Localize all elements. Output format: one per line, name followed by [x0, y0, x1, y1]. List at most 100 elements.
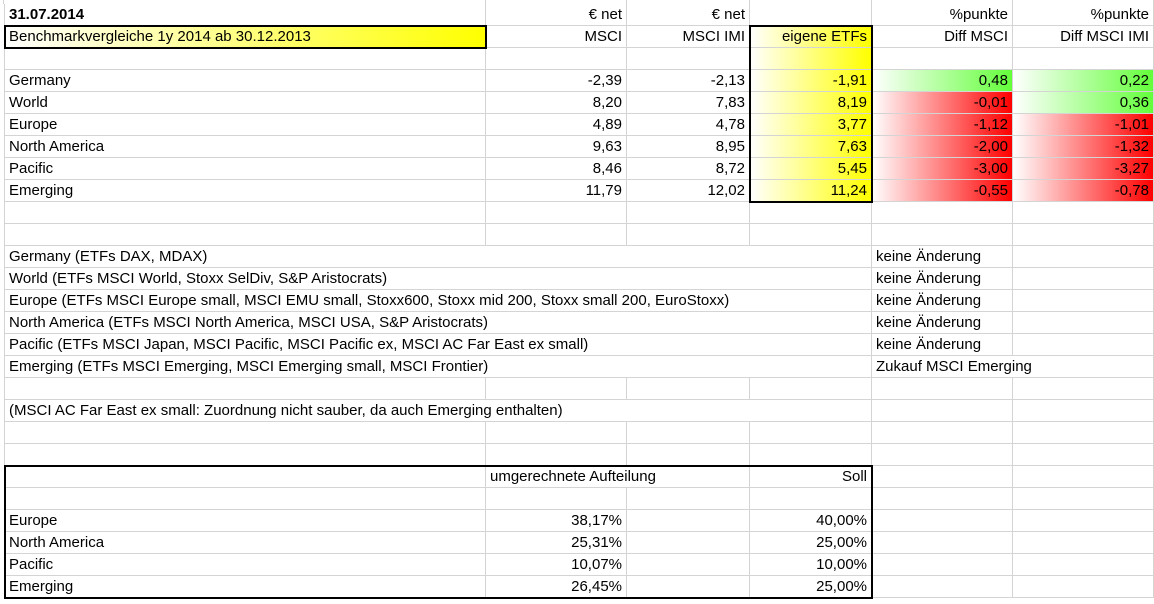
empty-cell[interactable]: [1013, 488, 1154, 510]
empty-cell[interactable]: [486, 488, 627, 510]
empty-cell[interactable]: [627, 422, 750, 444]
empty-cell[interactable]: [750, 488, 872, 510]
empty-cell[interactable]: [750, 444, 872, 466]
empty-cell[interactable]: [627, 488, 750, 510]
empty-cell[interactable]: [627, 532, 750, 554]
region-label[interactable]: Germany: [4, 70, 486, 92]
msci-imi-value[interactable]: 7,83: [627, 92, 750, 114]
footnote[interactable]: (MSCI AC Far East ex small: Zuordnung ni…: [4, 400, 872, 422]
region-label[interactable]: World: [4, 92, 486, 114]
etf-action[interactable]: keine Änderung: [872, 312, 1013, 334]
region-label[interactable]: Emerging: [4, 180, 486, 202]
etf-value[interactable]: 5,45: [750, 158, 872, 180]
empty-cell[interactable]: [872, 202, 1013, 224]
etf-action[interactable]: keine Änderung: [872, 334, 1013, 356]
empty-cell[interactable]: [750, 378, 872, 400]
empty-cell[interactable]: [486, 202, 627, 224]
empty-cell[interactable]: [486, 224, 627, 246]
etf-action[interactable]: keine Änderung: [872, 268, 1013, 290]
msci-value[interactable]: 9,63: [486, 136, 627, 158]
empty-cell[interactable]: [1013, 290, 1154, 312]
etf-action[interactable]: Zukauf MSCI Emerging: [872, 356, 1154, 378]
empty-cell[interactable]: [1013, 48, 1154, 70]
empty-cell[interactable]: [1013, 532, 1154, 554]
msci-imi-value[interactable]: 8,95: [627, 136, 750, 158]
header-eigene-etfs[interactable]: eigene ETFs: [750, 26, 872, 48]
empty-cell[interactable]: [1013, 444, 1154, 466]
target-value[interactable]: 10,00%: [750, 554, 872, 576]
msci-value[interactable]: 8,46: [486, 158, 627, 180]
etf-note[interactable]: North America (ETFs MSCI North America, …: [4, 312, 872, 334]
msci-imi-value[interactable]: 12,02: [627, 180, 750, 202]
empty-cell[interactable]: [4, 422, 486, 444]
empty-cell[interactable]: [872, 510, 1013, 532]
msci-imi-value[interactable]: 4,78: [627, 114, 750, 136]
header-diff-msci-unit[interactable]: %punkte: [872, 4, 1013, 26]
diff-msci-imi-value[interactable]: 0,36: [1013, 92, 1154, 114]
empty-cell[interactable]: [4, 444, 486, 466]
empty-cell[interactable]: [4, 202, 486, 224]
etf-action[interactable]: keine Änderung: [872, 290, 1013, 312]
etf-note[interactable]: Pacific (ETFs MSCI Japan, MSCI Pacific, …: [4, 334, 872, 356]
empty-cell[interactable]: [4, 378, 486, 400]
etf-value[interactable]: 3,77: [750, 114, 872, 136]
empty-cell[interactable]: [486, 422, 627, 444]
converted-value[interactable]: 26,45%: [486, 576, 627, 598]
diff-msci-value[interactable]: -3,00: [872, 158, 1013, 180]
empty-cell[interactable]: [872, 466, 1013, 488]
converted-value[interactable]: 10,07%: [486, 554, 627, 576]
header-imi-unit[interactable]: € net: [627, 4, 750, 26]
header-diff-imi-unit[interactable]: %punkte: [1013, 4, 1154, 26]
diff-msci-imi-value[interactable]: -1,32: [1013, 136, 1154, 158]
etf-value[interactable]: 8,19: [750, 92, 872, 114]
header-diff-msci-imi[interactable]: Diff MSCI IMI: [1013, 26, 1154, 48]
empty-cell[interactable]: [750, 422, 872, 444]
empty-cell[interactable]: [872, 378, 1013, 400]
header-converted[interactable]: umgerechnete Aufteilung: [486, 466, 750, 488]
converted-value[interactable]: 25,31%: [486, 532, 627, 554]
target-value[interactable]: 40,00%: [750, 510, 872, 532]
diff-msci-imi-value[interactable]: 0,22: [1013, 70, 1154, 92]
empty-cell[interactable]: [872, 400, 1013, 422]
header-diff-msci[interactable]: Diff MSCI: [872, 26, 1013, 48]
empty-cell[interactable]: [872, 576, 1013, 598]
msci-imi-value[interactable]: -2,13: [627, 70, 750, 92]
diff-msci-imi-value[interactable]: -1,01: [1013, 114, 1154, 136]
empty-cell[interactable]: [1013, 224, 1154, 246]
etf-spacer[interactable]: [750, 48, 872, 70]
empty-cell[interactable]: [486, 378, 627, 400]
empty-cell[interactable]: [872, 422, 1013, 444]
allocation-region[interactable]: Pacific: [4, 554, 486, 576]
region-label[interactable]: Pacific: [4, 158, 486, 180]
empty-cell[interactable]: [627, 554, 750, 576]
diff-msci-imi-value[interactable]: -0,78: [1013, 180, 1154, 202]
sheet-date[interactable]: 31.07.2014: [4, 4, 486, 26]
empty-cell[interactable]: [4, 48, 486, 70]
empty-cell[interactable]: [627, 510, 750, 532]
empty-cell[interactable]: [4, 224, 486, 246]
empty-cell[interactable]: [486, 48, 627, 70]
empty-cell[interactable]: [627, 576, 750, 598]
empty-cell[interactable]: [1013, 202, 1154, 224]
etf-note[interactable]: Europe (ETFs MSCI Europe small, MSCI EMU…: [4, 290, 872, 312]
etf-note[interactable]: World (ETFs MSCI World, Stoxx SelDiv, S&…: [4, 268, 872, 290]
empty-cell[interactable]: [1013, 554, 1154, 576]
empty-cell[interactable]: [4, 466, 486, 488]
empty-cell[interactable]: [1013, 378, 1154, 400]
diff-msci-value[interactable]: 0,48: [872, 70, 1013, 92]
header-msci-imi[interactable]: MSCI IMI: [627, 26, 750, 48]
etf-note[interactable]: Germany (ETFs DAX, MDAX): [4, 246, 872, 268]
etf-note[interactable]: Emerging (ETFs MSCI Emerging, MSCI Emerg…: [4, 356, 872, 378]
empty-cell[interactable]: [627, 48, 750, 70]
empty-cell[interactable]: [872, 554, 1013, 576]
empty-cell[interactable]: [486, 444, 627, 466]
empty-cell[interactable]: [1013, 576, 1154, 598]
diff-msci-value[interactable]: -0,01: [872, 92, 1013, 114]
empty-cell[interactable]: [1013, 312, 1154, 334]
target-value[interactable]: 25,00%: [750, 532, 872, 554]
empty-cell[interactable]: [872, 48, 1013, 70]
empty-cell[interactable]: [627, 202, 750, 224]
diff-msci-value[interactable]: -2,00: [872, 136, 1013, 158]
diff-msci-imi-value[interactable]: -3,27: [1013, 158, 1154, 180]
diff-msci-value[interactable]: -1,12: [872, 114, 1013, 136]
